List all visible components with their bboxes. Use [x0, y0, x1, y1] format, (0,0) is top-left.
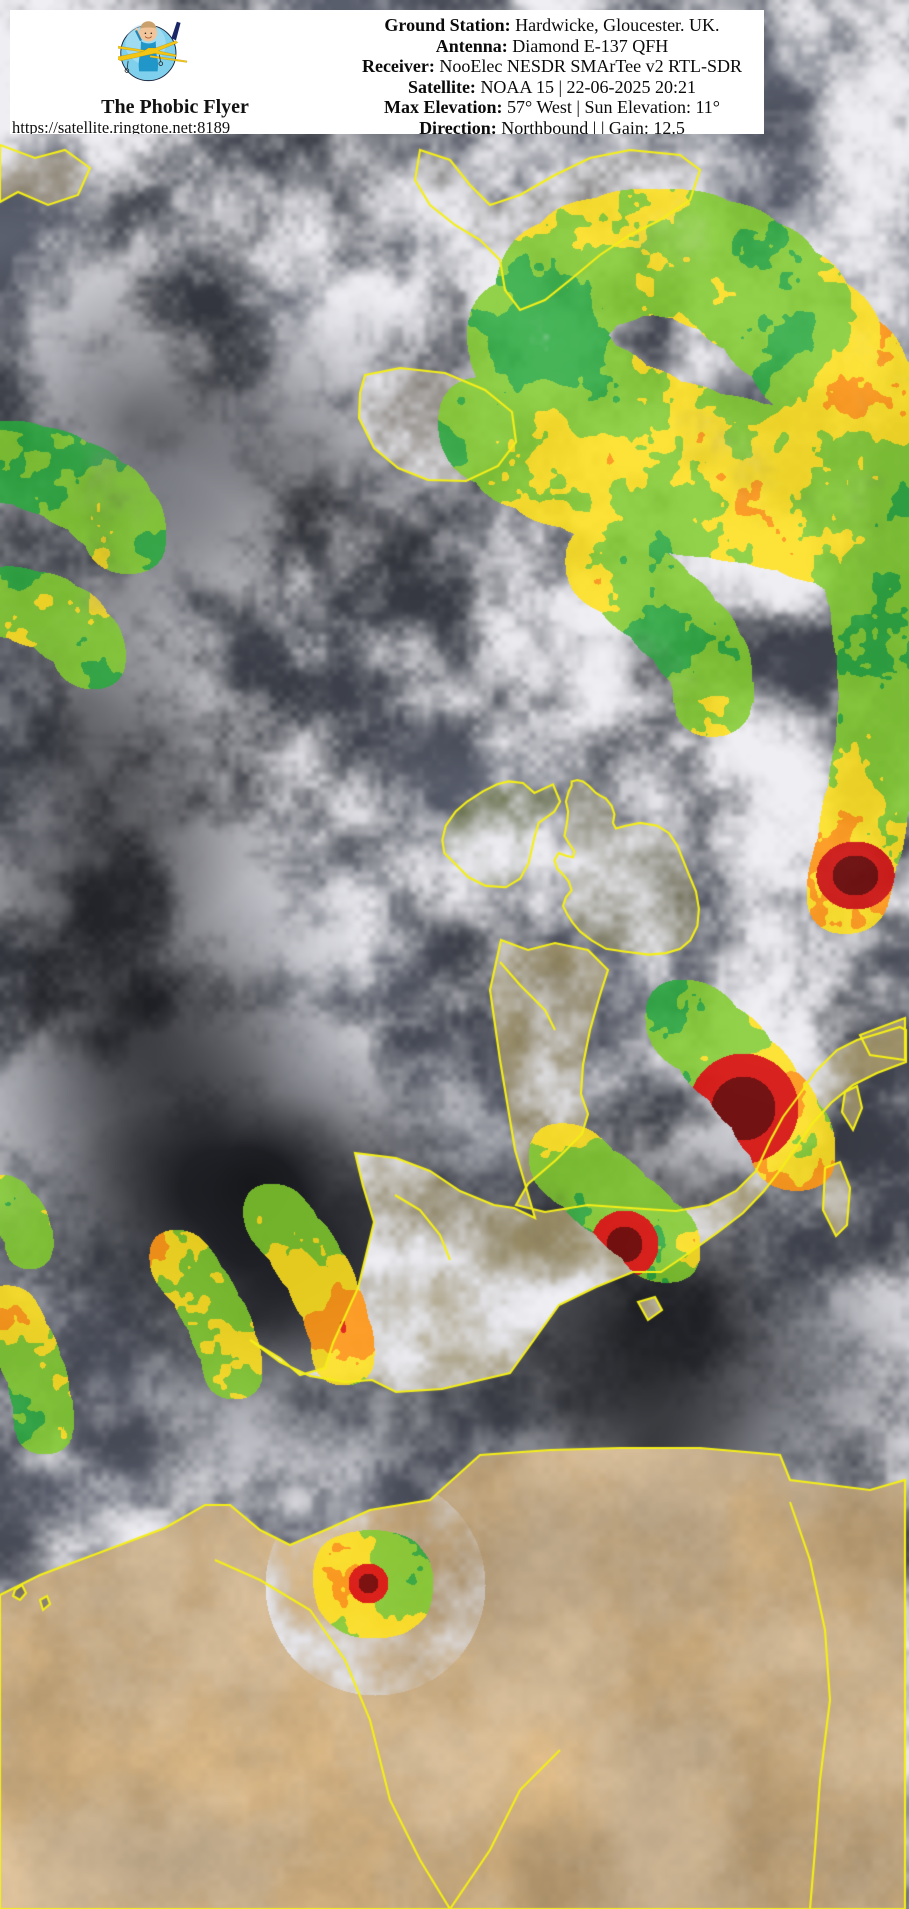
svg-text:WHO LEARNT TO FLY: WHO LEARNT TO FLY	[118, 17, 157, 19]
